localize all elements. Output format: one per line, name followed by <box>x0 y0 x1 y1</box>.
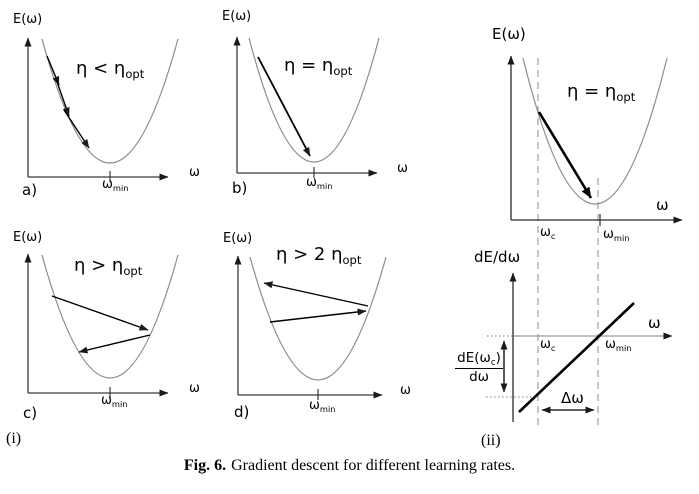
gradient-fraction-label: dE(ωc) dω <box>455 350 503 385</box>
panel-d-xlabel: ω <box>400 383 411 398</box>
omega-base: ω <box>540 225 551 240</box>
omega-min-subscript: min <box>112 182 129 193</box>
group-ii-label: (ii) <box>481 432 501 449</box>
delta-omega-label: Δω <box>561 389 584 407</box>
panel-d-plot <box>234 255 387 400</box>
panel-b-descent-arrow <box>257 56 311 157</box>
panel-ii-top-descent-arrow <box>537 111 593 199</box>
panel-b-eta-subscript: opt <box>333 63 353 78</box>
omega-base: ω <box>540 337 551 352</box>
panel-d-eta-label: η > 2 ηopt <box>276 244 362 267</box>
panel-c-ylabel: E(ω) <box>13 230 43 245</box>
panel-ii-top-plot <box>507 55 683 428</box>
omega-base: ω <box>309 398 320 413</box>
panel-ii-top-omega-c-label: ωc <box>540 225 556 241</box>
omega-base: ω <box>306 175 317 190</box>
panel-ii-top-eta-subscript: opt <box>616 89 636 104</box>
panel-a-descent-arrow-2 <box>55 78 70 117</box>
panel-d-descent-arrow-1 <box>269 308 367 323</box>
panel-ii-bottom-omega-c-label: ωc <box>540 337 556 353</box>
omega-c-subscript: c <box>550 342 556 353</box>
omega-base: ω <box>605 337 616 352</box>
group-i-label: (i) <box>6 430 22 447</box>
panel-b-omega-min-label: ωmin <box>306 175 333 191</box>
panel-b-parabola <box>248 37 380 163</box>
figure-caption: Fig. 6. Gradient descent for different le… <box>0 457 699 475</box>
panel-c-omega-min-label: ωmin <box>101 393 128 409</box>
panel-b-tag: b) <box>232 179 248 197</box>
panel-a-descent-arrow-3 <box>63 109 90 149</box>
panel-c-eta-subscript: opt <box>123 263 143 278</box>
omega-base: ω <box>101 393 112 408</box>
panel-ii-bottom-xlabel: ω <box>648 314 661 332</box>
panel-d-omega-min-label: ωmin <box>309 398 336 414</box>
omega-min-subscript: min <box>613 232 630 243</box>
panel-c-plot <box>24 253 179 398</box>
panel-a-eta-text: η < η <box>76 58 126 79</box>
panel-a-parabola <box>41 38 179 164</box>
caption-tag: Fig. 6. <box>183 457 227 474</box>
fraction-num-close: ) <box>495 350 501 366</box>
panel-ii-top-omega-min-label: ωmin <box>603 227 630 243</box>
panel-c-xlabel: ω <box>189 381 200 396</box>
omega-min-subscript: min <box>319 403 336 414</box>
panel-d-parabola <box>249 256 387 381</box>
gradient-fraction-denominator: dω <box>469 368 489 385</box>
panel-a-xlabel: ω <box>189 165 200 180</box>
fraction-num-text: dE(ω <box>457 350 491 366</box>
panel-d-eta-text: η > 2 η <box>276 244 343 265</box>
panel-ii-bottom-ylabel: dE/dω <box>474 248 521 266</box>
omega-base: ω <box>102 177 113 192</box>
panel-b-ylabel: E(ω) <box>222 9 252 24</box>
panel-a-omega-min-label: ωmin <box>102 177 129 193</box>
panel-c-eta-text: η > η <box>74 255 124 276</box>
panel-d-eta-subscript: opt <box>342 252 362 267</box>
panel-ii-top-eta-text: η = η <box>567 81 617 102</box>
panel-ii-bottom-omega-min-label: ωmin <box>605 337 632 353</box>
panel-a-eta-subscript: opt <box>125 66 145 81</box>
panel-c-eta-label: η > ηopt <box>74 255 143 278</box>
panel-b-plot <box>233 36 380 178</box>
panel-c-tag: c) <box>23 404 38 422</box>
panel-b-xlabel: ω <box>397 161 408 176</box>
caption-text: Gradient descent for different learning … <box>231 457 516 474</box>
fraction-num-subscript: c <box>490 357 496 368</box>
panel-a-tag: a) <box>22 181 38 199</box>
panel-d-descent-arrow-2 <box>263 281 369 307</box>
panel-a-plot <box>24 37 179 182</box>
panel-b-eta-text: η = η <box>284 55 334 76</box>
panel-b-eta-label: η = ηopt <box>284 55 353 78</box>
panel-ii-bottom-plot <box>486 272 673 422</box>
panel-a-ylabel: E(ω) <box>13 12 43 27</box>
gradient-fraction-numerator: dE(ωc) <box>455 350 503 369</box>
omega-min-subscript: min <box>615 342 632 353</box>
panel-c-parabola <box>41 254 179 379</box>
panel-ii-top-ylabel: E(ω) <box>492 25 526 43</box>
panel-c-descent-arrow-2 <box>78 334 151 354</box>
panel-d-ylabel: E(ω) <box>223 231 253 246</box>
omega-base: ω <box>603 227 614 242</box>
panel-ii-top-xlabel: ω <box>656 196 669 214</box>
panel-d-tag: d) <box>234 403 250 421</box>
omega-min-subscript: min <box>111 398 128 409</box>
panel-a-eta-label: η < ηopt <box>76 58 145 81</box>
omega-c-subscript: c <box>550 230 556 241</box>
derivative-line <box>518 302 635 413</box>
panel-c-descent-arrow-1 <box>51 295 149 331</box>
panel-ii-top-parabola <box>522 57 668 205</box>
omega-min-subscript: min <box>316 180 333 191</box>
panel-ii-top-eta-label: η = ηopt <box>567 81 636 104</box>
